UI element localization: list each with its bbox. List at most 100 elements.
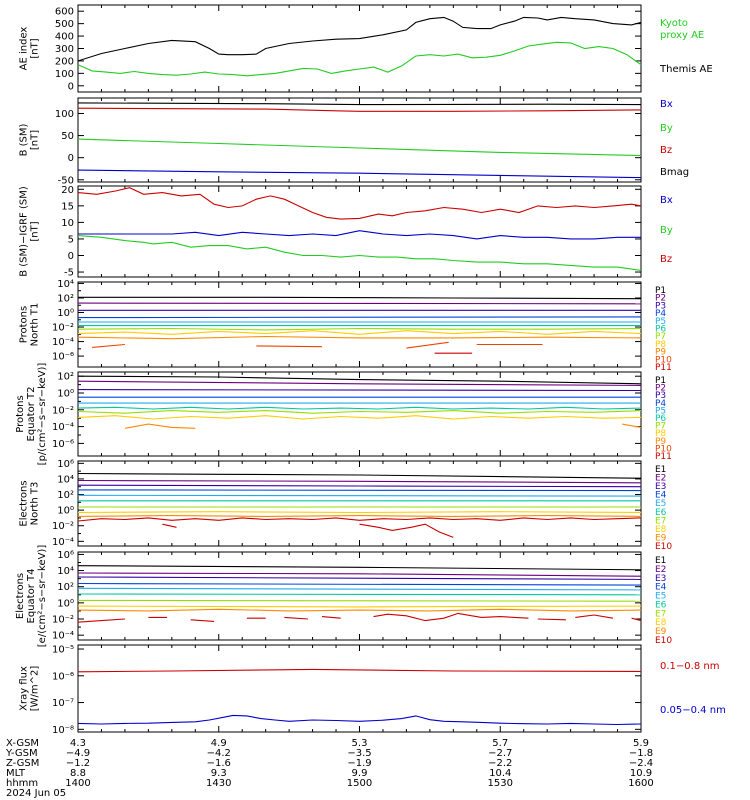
plot-frame [77, 644, 642, 733]
y-tick-label: 10⁻⁶ [52, 671, 74, 682]
y-tick-label: 10⁶ [57, 550, 74, 561]
legend-entry: By [660, 225, 673, 236]
legend-entry: P8 [655, 340, 666, 350]
legend-entry: Bmag [660, 167, 689, 178]
legend-entry: E6 [655, 508, 667, 518]
ephemeris-value: 4.3 [70, 738, 86, 749]
ephemeris-value: −2.7 [488, 748, 512, 759]
y-tick-label: 10⁻⁴ [52, 537, 74, 548]
y-tick-label: 10⁻⁶ [52, 352, 74, 363]
series-line-e3 [78, 576, 641, 580]
series-line-p10 [92, 343, 125, 348]
series-line-e4 [78, 582, 641, 586]
series-line-0-05-0-4-nm [78, 714, 641, 726]
legend-entry: E1 [655, 556, 666, 566]
series-line-p1 [78, 296, 641, 300]
y-tick-label: 200 [55, 56, 74, 67]
ephemeris-value: 1500 [347, 778, 372, 789]
legend-entry: P1 [655, 376, 666, 386]
series-line-p3 [78, 389, 641, 392]
ephemeris-value: 9.3 [211, 768, 227, 779]
legend-entry: E5 [655, 499, 666, 509]
y-tick-label: 400 [55, 32, 74, 43]
y-tick-label: 10⁻² [52, 323, 74, 334]
y-tick-label: 10² [57, 490, 74, 501]
series-line-e2 [78, 479, 641, 484]
series-line-bz [78, 187, 641, 220]
panel-xray: 10⁻⁸ 10⁻⁷ 10⁻⁶ 10⁻⁵ Xray flux [W/m^2] 0.1−0.8 … [19, 644, 726, 736]
legend-entry: P10 [655, 444, 672, 454]
y-tick-label: 600 [55, 7, 74, 18]
series-group [78, 296, 641, 354]
y-axis-title: Protons [19, 306, 30, 343]
panel-pe2: 10⁻⁶ 10⁻⁴ 10⁻² 10⁰ 10² Protons Equator T2 [p/(c… [15, 363, 672, 466]
legend-entry: E9 [655, 533, 667, 543]
y-axis-title: AE index [19, 27, 30, 71]
y-tick-label: 10⁰ [57, 598, 74, 609]
series-line-p6 [78, 406, 641, 410]
legend-entry: P3 [655, 391, 666, 401]
ephemeris-table: X-GSM 4.3 4.9 5.3 5.7 5.9 Y-GSM −4.9 −4.2 −3.5 −2.… [5, 738, 654, 799]
series-group [78, 102, 641, 179]
series-group [78, 16, 641, 77]
ephemeris-value: 5.9 [633, 738, 649, 749]
ephemeris-value: 1430 [206, 778, 231, 789]
series-line-by [78, 138, 641, 157]
series-line-p9 [78, 335, 641, 340]
legend-entry: Bz [660, 254, 672, 265]
series-line-e10 [631, 617, 641, 622]
y-tick-label: -50 [58, 175, 74, 186]
ephemeris-value: −2.2 [488, 758, 512, 769]
series-group [78, 668, 641, 726]
y-tick-label: 0 [68, 251, 74, 262]
ephemeris-value: −1.8 [629, 748, 653, 759]
series-line-e1 [78, 565, 641, 571]
legend-entry: P11 [655, 452, 672, 462]
legend-entry: proxy AE [660, 30, 704, 41]
y-tick-label: 50 [61, 131, 74, 142]
legend-entry: P6 [655, 325, 666, 335]
ephemeris-value: 1530 [488, 778, 513, 789]
series-group [78, 375, 641, 429]
series-line-e10-low [359, 523, 454, 538]
series-line-bmag [78, 102, 641, 106]
legend-entry: E4 [655, 583, 667, 593]
y-axis-title: Electrons [15, 573, 26, 619]
legend-entry: Kyoto [660, 18, 688, 29]
legend-entry: 0.05−0.4 nm [660, 705, 726, 716]
y-tick-label: 500 [55, 19, 74, 30]
series-line-e1 [78, 472, 641, 479]
legend-entry: E8 [655, 525, 667, 535]
legend: Bx By Bz Bmag [660, 99, 689, 178]
series-line-p7 [78, 327, 641, 331]
legend-entry: P6 [655, 414, 666, 424]
series-line-e3 [78, 484, 641, 488]
ephemeris-value: 1400 [65, 778, 90, 789]
series-line-e8 [78, 511, 641, 514]
date-label: 2024 Jun 05 [6, 788, 66, 799]
y-axis-title: B (SM) [19, 123, 30, 156]
series-line-e2 [78, 572, 641, 577]
plot-frame [77, 551, 642, 641]
y-axis-title: [nT] [30, 130, 41, 150]
series-line-kyoto-proxy-ae [78, 41, 641, 77]
series-line-p8 [78, 415, 641, 420]
y-tick-label: 10² [57, 293, 74, 304]
ephemeris-row-label: MLT [6, 768, 26, 779]
ephemeris-value: −4.9 [66, 748, 90, 759]
ephemeris-row-label: Y-GSM [5, 748, 38, 759]
series-line-e4 [78, 489, 641, 492]
y-tick-label: 10⁻⁶ [52, 439, 74, 450]
legend-entry: E3 [655, 574, 666, 584]
legend-entry: P7 [655, 332, 666, 342]
y-tick-label: 10⁶ [57, 459, 74, 470]
legend-entry: E7 [655, 516, 666, 526]
legend-entry: P4 [655, 399, 666, 409]
y-tick-label: 10⁻² [52, 405, 74, 416]
legend-entry: P10 [655, 355, 672, 365]
y-tick-label: 10⁻⁸ [52, 725, 74, 736]
